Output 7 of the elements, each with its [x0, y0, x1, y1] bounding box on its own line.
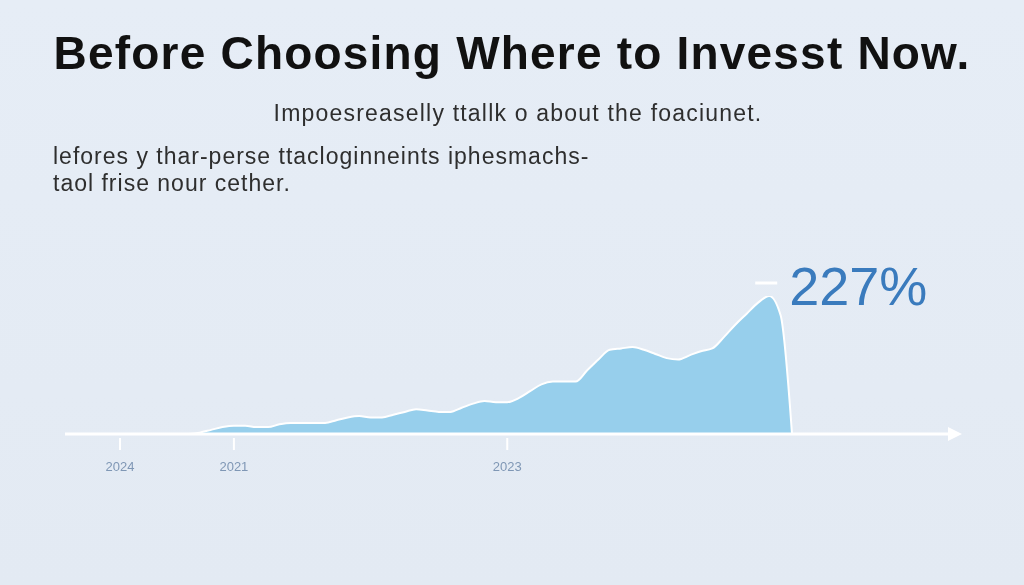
x-tick-label: 2021	[219, 459, 249, 474]
text: lefores y thar-perse ttacloginneints iphesmachs- taol frise nour cether.	[53, 143, 590, 197]
annotation: 227%	[789, 256, 928, 316]
chart-subtitle: Impoesreaselly ttallk o about the foaciunet.	[272, 99, 764, 127]
x-tick-label: 2024	[105, 459, 135, 474]
x-tick-label: 2023	[492, 459, 522, 474]
chart-title: Before Choosing Where to Invesst Now.	[52, 26, 972, 80]
